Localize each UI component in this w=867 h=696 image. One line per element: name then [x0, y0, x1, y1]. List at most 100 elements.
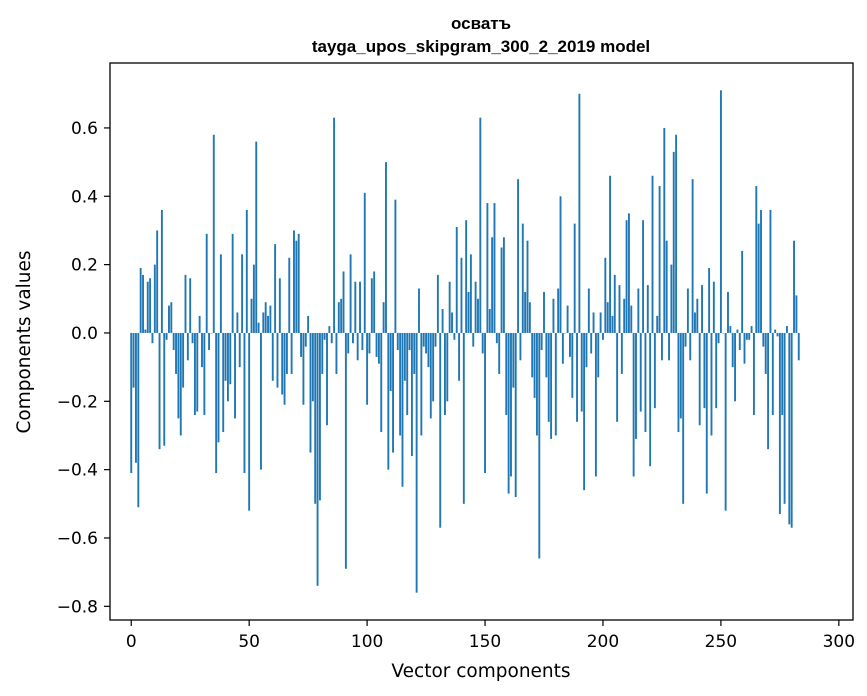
bar	[326, 332, 328, 426]
bar	[767, 332, 770, 450]
bar	[335, 332, 338, 374]
bar	[691, 179, 694, 333]
bar	[543, 291, 545, 333]
bar	[547, 332, 550, 422]
bar	[665, 240, 668, 333]
bar	[234, 332, 236, 419]
bar	[314, 332, 317, 504]
bar	[585, 332, 588, 368]
bar	[387, 332, 390, 470]
bar	[184, 274, 187, 333]
bar	[462, 332, 465, 504]
bar	[283, 332, 286, 405]
bar	[257, 322, 260, 333]
bar	[179, 332, 182, 436]
bar	[670, 264, 673, 333]
bar	[182, 332, 185, 388]
bar	[307, 315, 310, 333]
bar-series	[130, 90, 800, 593]
bar	[168, 305, 170, 333]
bar	[274, 244, 277, 333]
bar	[245, 209, 248, 333]
x-tick-label: 200	[587, 632, 619, 652]
bar	[432, 332, 435, 402]
bar	[453, 332, 456, 340]
bar	[679, 332, 682, 419]
bar	[408, 332, 411, 351]
plot-frame	[109, 62, 854, 621]
bar	[439, 332, 442, 528]
bar	[130, 332, 133, 474]
bar	[186, 332, 189, 361]
bar	[630, 305, 633, 333]
bar	[252, 264, 255, 333]
bar	[418, 288, 420, 333]
bar	[502, 237, 505, 333]
bar	[441, 309, 444, 333]
bar	[203, 332, 206, 415]
bar	[295, 240, 298, 333]
bar	[222, 332, 225, 433]
bar	[149, 278, 152, 333]
bar	[448, 281, 451, 333]
bar	[212, 134, 215, 333]
bar	[635, 332, 637, 439]
bar	[160, 209, 163, 333]
bar	[208, 332, 211, 351]
bar	[710, 332, 713, 436]
bar	[573, 223, 576, 333]
bar	[592, 312, 595, 333]
bar	[524, 291, 527, 333]
bar	[561, 332, 564, 364]
bar	[623, 298, 626, 333]
bar	[321, 332, 324, 374]
bar	[769, 209, 772, 333]
bar	[196, 332, 199, 412]
bar	[590, 332, 593, 354]
bar	[781, 332, 784, 415]
y-tick-label: 0.4	[71, 187, 98, 207]
bar	[771, 332, 774, 415]
bar	[281, 332, 284, 395]
bar	[288, 257, 291, 333]
bar	[205, 233, 208, 333]
bar	[271, 332, 274, 381]
bar	[420, 332, 423, 436]
bar	[649, 332, 652, 467]
bar	[422, 332, 425, 347]
bar	[451, 312, 453, 333]
bar	[170, 302, 173, 333]
bar	[656, 315, 659, 333]
bar	[793, 240, 795, 333]
bar	[385, 162, 387, 333]
bar	[583, 332, 586, 491]
bar	[606, 302, 609, 333]
bar	[661, 332, 663, 361]
bar	[137, 332, 140, 508]
bar	[715, 332, 718, 409]
chart-title: осватъ	[451, 14, 511, 33]
bar	[231, 233, 234, 333]
x-tick-label: 300	[823, 632, 855, 652]
bar	[550, 332, 553, 439]
bar	[198, 315, 201, 333]
bar	[651, 175, 654, 333]
bar	[686, 288, 689, 333]
bar	[736, 329, 739, 333]
bar	[229, 332, 232, 385]
bar	[269, 305, 272, 333]
bar	[668, 332, 670, 361]
bar	[528, 302, 531, 333]
bar	[776, 332, 779, 337]
bar	[786, 326, 788, 333]
bar	[139, 268, 142, 333]
bar	[255, 141, 258, 333]
bar	[712, 281, 715, 333]
bar	[731, 332, 734, 368]
bar	[618, 285, 621, 333]
bar	[410, 332, 413, 456]
bar	[396, 332, 399, 351]
bar	[538, 332, 541, 559]
bar	[774, 329, 777, 333]
